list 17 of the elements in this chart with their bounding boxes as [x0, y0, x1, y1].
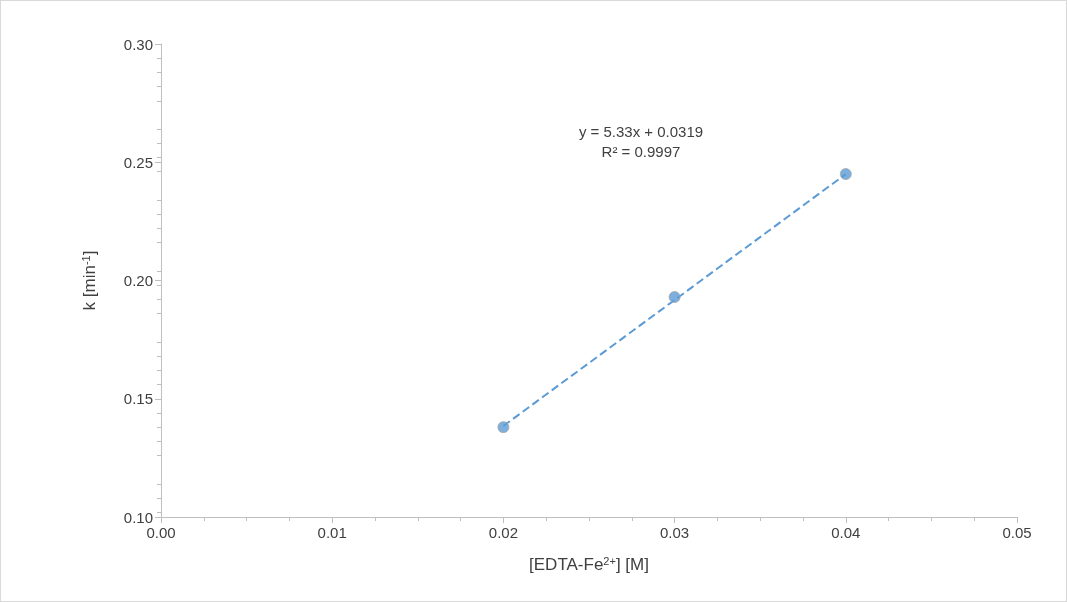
y-tick-label: 0.20 — [123, 272, 153, 289]
point — [668, 291, 681, 304]
y-tick-label: 0.15 — [123, 390, 153, 408]
x-tick-label: 0.04 — [831, 524, 861, 541]
annotation: y = 5.33x + 0.0319 — [578, 123, 704, 140]
x-tick-label: 0.01 — [317, 524, 347, 541]
y-tick-label: 0.10 — [123, 508, 153, 526]
y-tick-label: 0.25 — [123, 153, 153, 171]
y-tick-label: 0.30 — [123, 35, 153, 53]
x-tick-label: 0.03 — [660, 524, 690, 541]
point — [497, 421, 510, 434]
x-tick-label: 0.05 — [1002, 524, 1032, 541]
x-tick-label: 0.00 — [146, 524, 176, 541]
point — [839, 168, 852, 181]
x-tick-label: 0.02 — [488, 524, 518, 541]
y-axis-title: k [min-1] — [79, 250, 99, 311]
annotation: R² = 0.9997 — [601, 143, 681, 160]
